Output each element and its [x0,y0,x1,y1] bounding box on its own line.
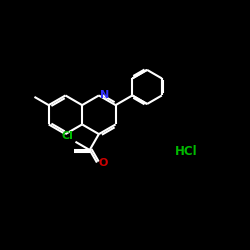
Text: HCl: HCl [175,145,198,158]
Text: Cl: Cl [61,131,73,141]
Text: O: O [98,158,108,168]
Text: N: N [100,90,109,101]
